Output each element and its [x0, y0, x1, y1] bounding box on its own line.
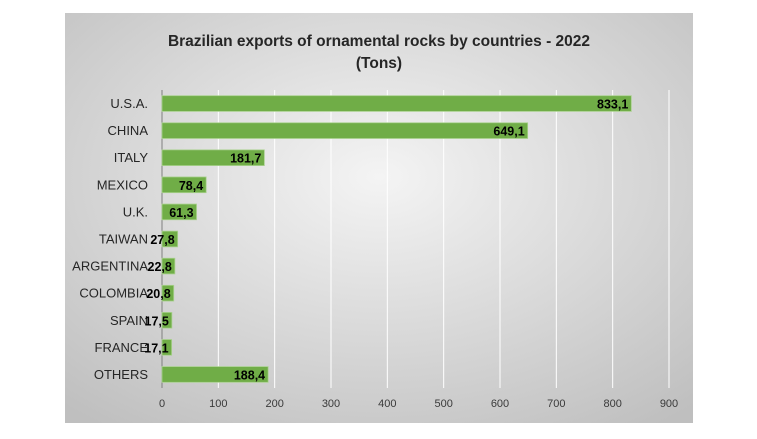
bar-taiwan	[161, 230, 179, 248]
data-labels: 833,1 649,1 181,7 78,4 61,3 27,8 22,8 20,8 17,5 1…	[144, 98, 628, 383]
category-label: ARGENTINA	[72, 259, 148, 274]
data-label: 17,5	[145, 314, 169, 328]
category-label: U.K.	[123, 204, 148, 219]
x-tick-label: 0	[159, 398, 165, 410]
x-tick-label: 600	[491, 398, 509, 410]
bar-others	[161, 366, 269, 383]
bar-mexico	[161, 176, 207, 194]
data-label: 27,8	[150, 233, 174, 247]
category-label: FRANCE	[95, 340, 149, 355]
bar-spain	[161, 312, 173, 329]
bar-usa	[161, 95, 632, 112]
bar-colombia	[161, 284, 175, 302]
bar-italy	[161, 149, 265, 166]
category-labels: U.S.A. CHINA ITALY MEXICO U.K. TAIWAN ARGENTIN…	[72, 96, 148, 382]
chart-panel: Brazilian exports of ornamental rocks by…	[65, 13, 693, 423]
x-tick-label: 800	[603, 398, 621, 410]
x-tick-label: 500	[434, 398, 452, 410]
data-label: 22,8	[148, 260, 172, 274]
bars	[161, 95, 632, 383]
bar-chart: Brazilian exports of ornamental rocks by…	[65, 13, 693, 423]
bar-argentina	[161, 257, 176, 275]
category-label: MEXICO	[97, 177, 148, 192]
grid-lines	[161, 90, 670, 388]
category-label: OTHERS	[94, 367, 149, 382]
x-tick-label: 100	[209, 398, 227, 410]
data-label: 649,1	[493, 125, 524, 139]
x-tick-label: 400	[378, 398, 396, 410]
x-tick-label: 300	[322, 398, 340, 410]
data-label: 188,4	[234, 368, 265, 382]
category-label: COLOMBIA	[79, 286, 148, 301]
x-tick-labels: 0 100 200 300 400 500 600 700 800 900	[159, 398, 678, 410]
x-tick-label: 200	[265, 398, 283, 410]
category-label: SPAIN	[110, 313, 148, 328]
category-label: U.S.A.	[110, 96, 148, 111]
chart-background	[65, 13, 693, 423]
data-label: 181,7	[230, 152, 261, 166]
bar-uk	[161, 203, 197, 221]
data-label: 833,1	[597, 98, 628, 112]
category-label: CHINA	[108, 123, 149, 138]
bar-china	[161, 122, 529, 139]
data-label: 20,8	[146, 287, 170, 301]
chart-subtitle: (Tons)	[356, 55, 402, 72]
bar-france	[161, 339, 173, 356]
x-tick-label: 700	[547, 398, 565, 410]
data-label: 78,4	[179, 179, 203, 193]
data-label: 61,3	[169, 206, 193, 220]
chart-title: Brazilian exports of ornamental rocks by…	[168, 33, 590, 50]
category-label: ITALY	[114, 150, 149, 165]
x-tick-label: 900	[660, 398, 678, 410]
data-label: 17,1	[144, 341, 168, 355]
category-label: TAIWAN	[99, 232, 148, 247]
